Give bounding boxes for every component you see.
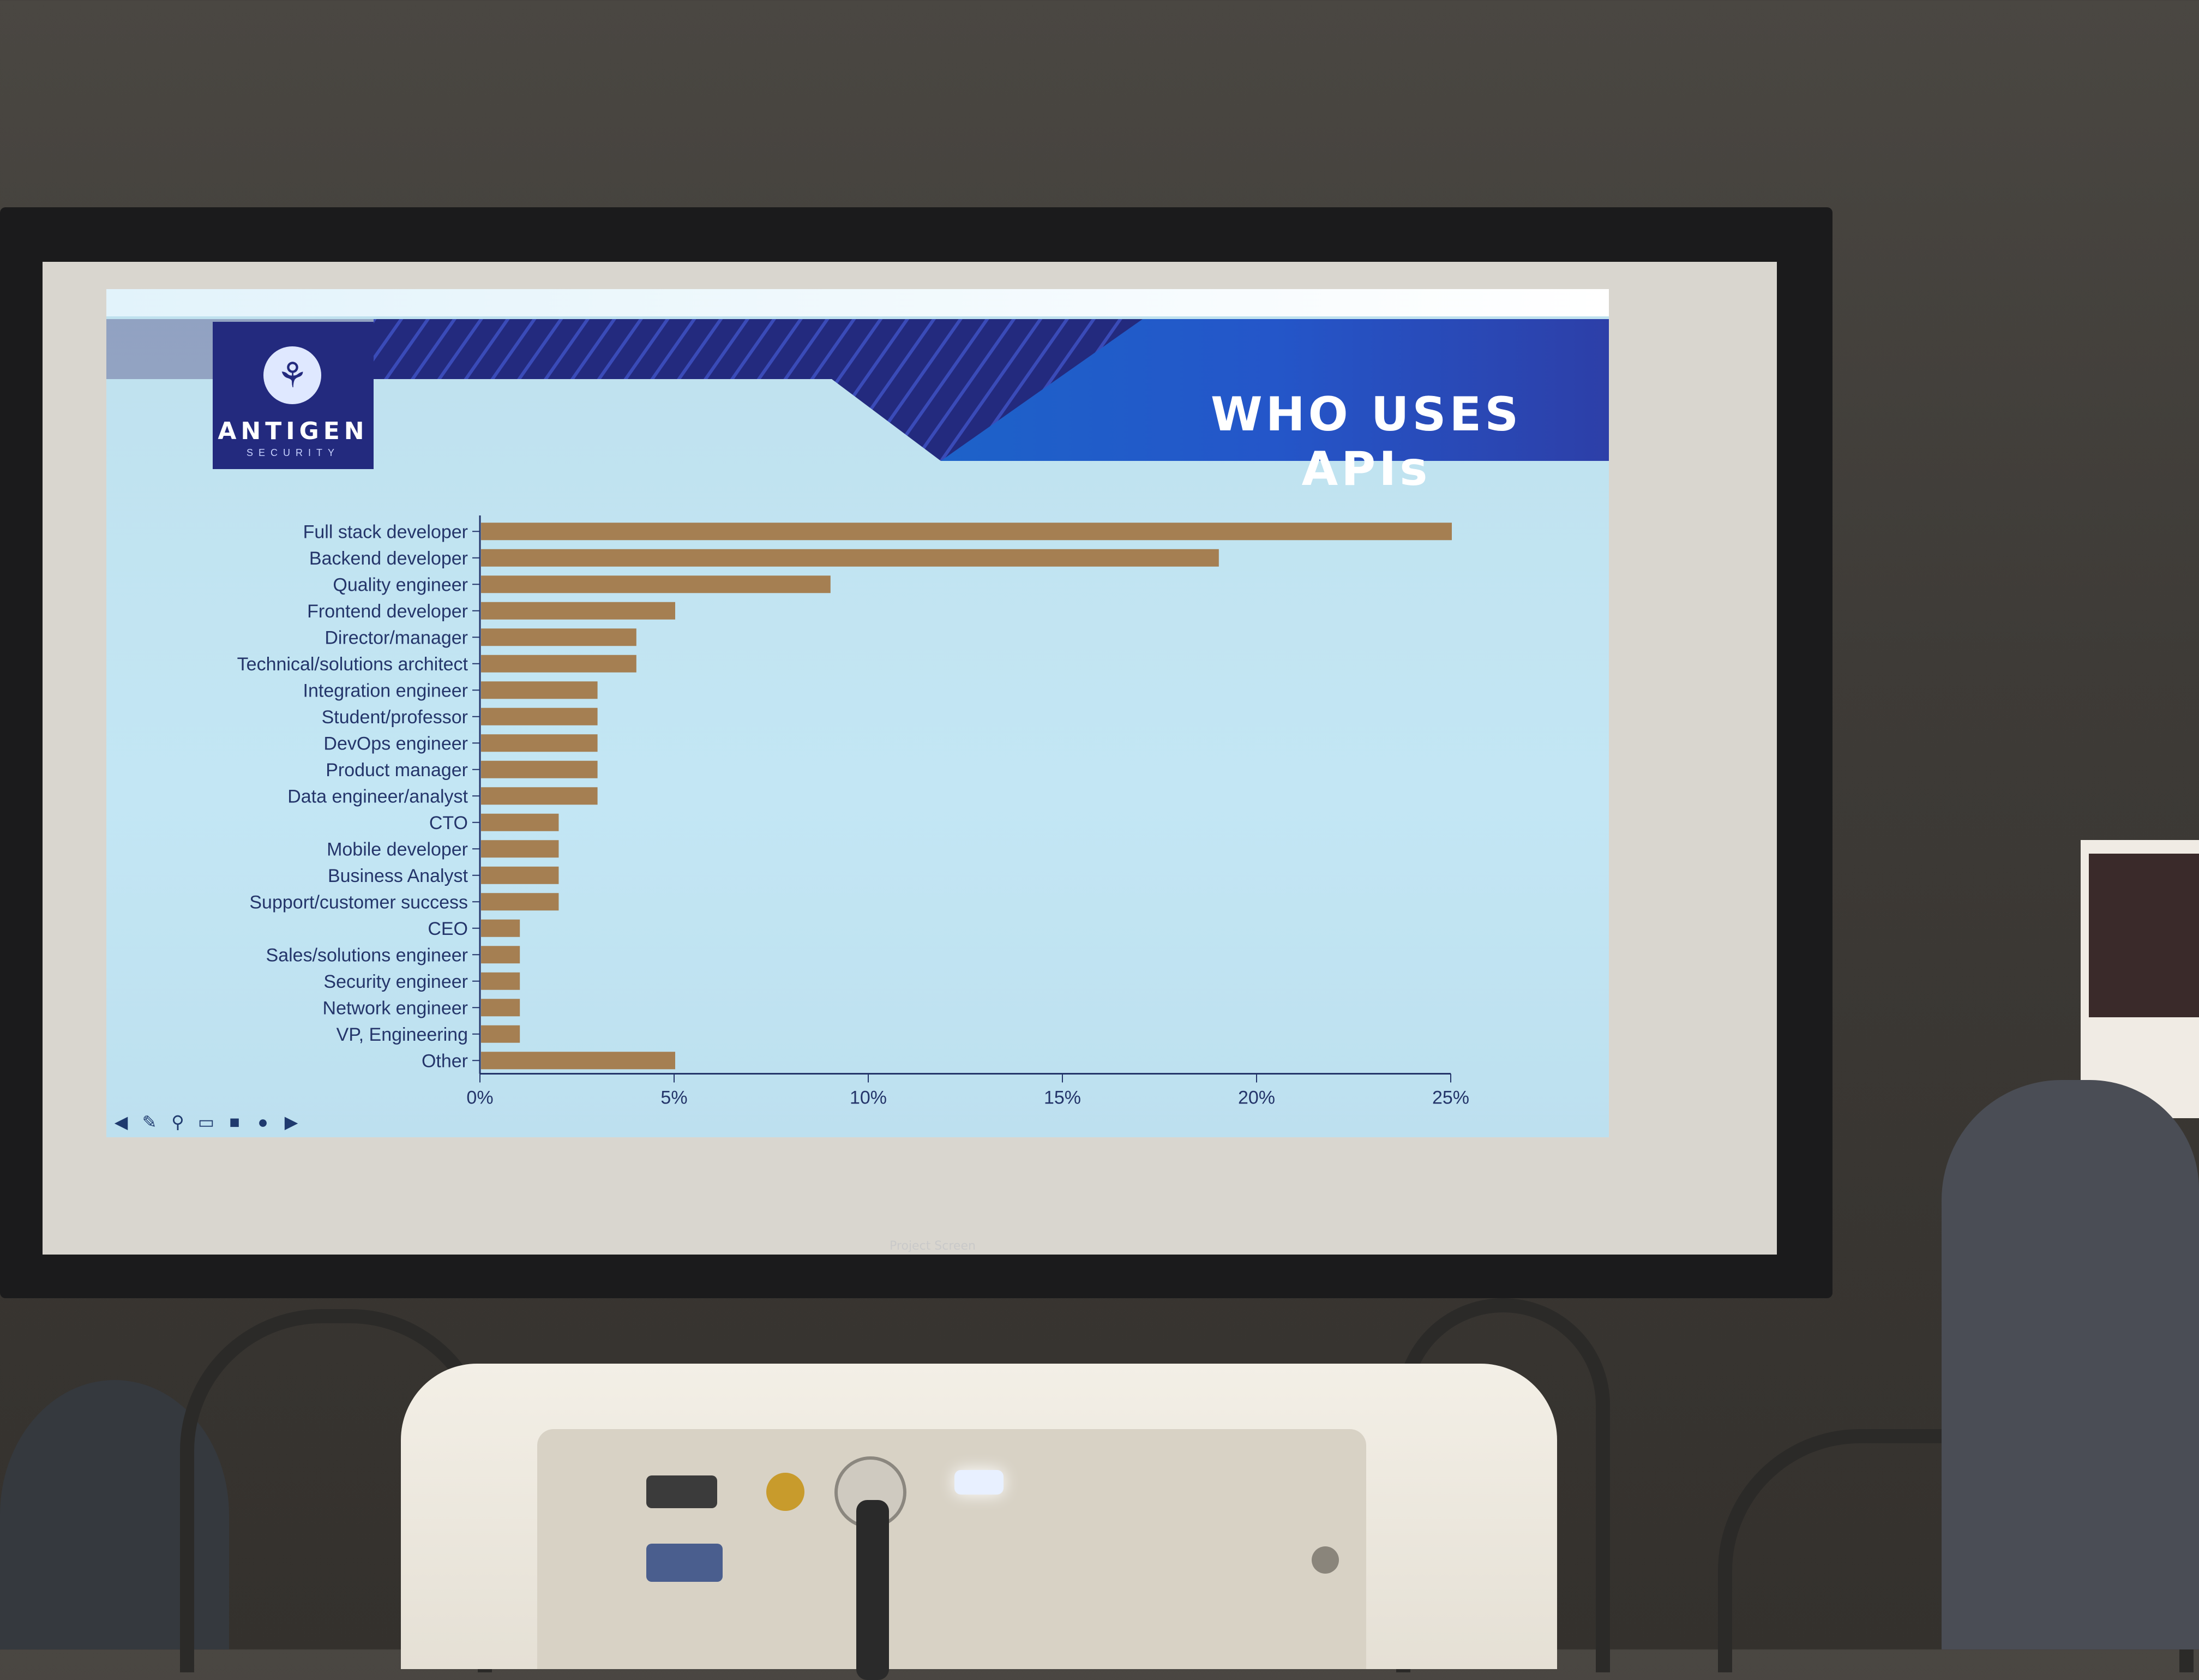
- category-label: Integration engineer: [303, 680, 468, 701]
- x-tick-label: 15%: [1044, 1088, 1081, 1108]
- category-label: Full stack developer: [303, 521, 468, 542]
- poster-panel: [2089, 854, 2199, 1017]
- bar: [481, 734, 598, 752]
- person-silhouette: [1942, 1080, 2199, 1649]
- bar: [481, 602, 675, 620]
- category-label: Support/customer success: [249, 892, 468, 913]
- bar: [481, 840, 559, 858]
- bar: [481, 787, 598, 805]
- bar: [481, 655, 636, 673]
- category-label: Student/professor: [322, 707, 468, 728]
- slide-banner: [106, 319, 1609, 461]
- vga-port: [646, 1544, 723, 1582]
- category-label: Other: [422, 1051, 468, 1071]
- presentation-slide: ⚘ ANTIGEN SECURITY WHO USES APIs Full st…: [106, 289, 1609, 1137]
- category-label: Mobile developer: [327, 839, 468, 860]
- bar: [481, 575, 831, 593]
- projector-rear-panel: [537, 1429, 1366, 1669]
- logo-name: ANTIGEN: [218, 417, 369, 445]
- category-label: CTO: [429, 813, 468, 833]
- bar: [481, 707, 598, 725]
- category-label: Product manager: [326, 760, 468, 781]
- screen-brand-label: Project Screen: [890, 1239, 976, 1253]
- bar: [481, 946, 520, 964]
- bar: [481, 866, 559, 884]
- presenter-toolbar: ◀ ✎ ⚲ ▭ ■ ● ▶: [111, 1112, 302, 1133]
- bar: [481, 523, 1452, 541]
- category-label: Quality engineer: [333, 574, 468, 595]
- screw: [1312, 1546, 1339, 1574]
- slide-title: WHO USES APIs: [1210, 387, 1522, 496]
- antigen-logo: ⚘ ANTIGEN SECURITY: [213, 322, 374, 469]
- forward-icon[interactable]: ▶: [284, 1112, 298, 1132]
- indicator-light: [954, 1470, 1004, 1495]
- captions-icon[interactable]: ▭: [197, 1112, 215, 1132]
- category-label: Backend developer: [309, 548, 468, 569]
- pen-icon[interactable]: ✎: [142, 1112, 157, 1132]
- zoom-icon[interactable]: ⚲: [171, 1112, 184, 1132]
- wall-poster: [2081, 840, 2199, 1118]
- more-icon[interactable]: ●: [257, 1112, 268, 1132]
- bar: [481, 919, 520, 937]
- category-label: DevOps engineer: [323, 733, 468, 754]
- logo-subtitle: SECURITY: [246, 447, 340, 458]
- category-label: Security engineer: [323, 971, 468, 992]
- category-label: Frontend developer: [307, 601, 468, 622]
- category-label: Technical/solutions architect: [237, 654, 468, 675]
- x-tick-label: 5%: [660, 1088, 687, 1108]
- bar: [481, 893, 559, 911]
- bar: [481, 628, 636, 646]
- bar: [481, 760, 598, 778]
- bar: [481, 813, 559, 831]
- av-port: [766, 1473, 804, 1511]
- category-label: Business Analyst: [328, 866, 468, 886]
- bar: [481, 1025, 520, 1043]
- back-icon[interactable]: ◀: [114, 1112, 128, 1132]
- category-label: Director/manager: [325, 627, 468, 648]
- bar: [481, 1052, 675, 1070]
- trefoil-logo-icon: ⚘: [263, 346, 321, 404]
- bar: [481, 549, 1219, 567]
- bar: [481, 681, 598, 699]
- category-label: VP, Engineering: [337, 1024, 468, 1045]
- category-label: Sales/solutions engineer: [266, 945, 468, 965]
- power-cable: [856, 1500, 889, 1680]
- x-tick-label: 25%: [1432, 1088, 1469, 1108]
- category-label: Network engineer: [323, 998, 468, 1018]
- category-label: Data engineer/analyst: [287, 786, 468, 807]
- bar: [481, 999, 520, 1017]
- serial-port: [646, 1475, 717, 1508]
- bar-chart: Full stack developer Backend developer Qua…: [237, 515, 1469, 1108]
- camera-icon[interactable]: ■: [229, 1112, 240, 1132]
- slide-top-bar: [106, 289, 1609, 316]
- category-label: CEO: [428, 919, 468, 939]
- x-tick-label: 0%: [466, 1088, 493, 1108]
- x-tick-label: 10%: [850, 1088, 887, 1108]
- x-tick-label: 20%: [1238, 1088, 1275, 1108]
- bar: [481, 972, 520, 990]
- projector: [401, 1364, 1557, 1680]
